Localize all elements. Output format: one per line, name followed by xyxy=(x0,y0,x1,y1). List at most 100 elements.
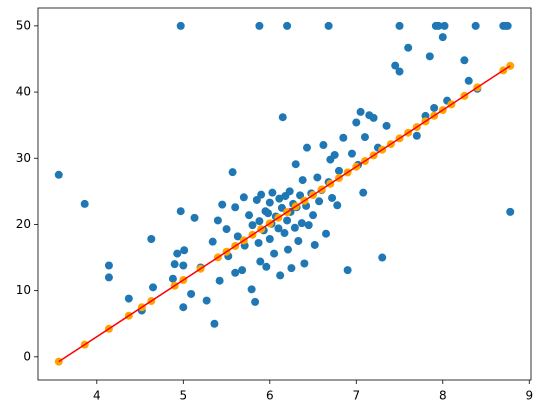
point xyxy=(352,118,361,127)
point xyxy=(438,33,447,42)
point xyxy=(149,283,158,292)
point xyxy=(265,235,274,244)
point xyxy=(202,296,211,305)
line xyxy=(58,65,511,363)
x-tick-label: 9 xyxy=(525,389,533,403)
point xyxy=(255,21,264,30)
point xyxy=(176,21,185,30)
point xyxy=(124,294,133,303)
point xyxy=(395,67,404,76)
point xyxy=(54,170,63,179)
point xyxy=(304,221,313,230)
point xyxy=(296,191,305,200)
point xyxy=(231,268,240,277)
point xyxy=(460,56,469,65)
point xyxy=(464,76,473,85)
point xyxy=(404,43,413,52)
point xyxy=(222,225,231,234)
point xyxy=(239,193,248,202)
point xyxy=(425,52,434,61)
x-tick-label: 4 xyxy=(93,389,101,403)
point xyxy=(270,249,279,258)
point xyxy=(213,216,222,225)
point xyxy=(471,21,480,30)
point xyxy=(168,274,177,283)
point xyxy=(356,107,365,116)
point xyxy=(294,236,303,245)
point xyxy=(391,61,400,70)
point xyxy=(278,113,287,122)
point xyxy=(315,197,324,206)
point xyxy=(297,219,306,228)
point xyxy=(275,194,284,203)
point xyxy=(302,143,311,152)
point xyxy=(339,133,348,142)
point xyxy=(218,200,227,209)
point xyxy=(440,21,449,30)
point xyxy=(369,113,378,122)
point xyxy=(359,188,368,197)
point xyxy=(395,21,404,30)
point xyxy=(421,111,430,120)
point xyxy=(378,253,387,262)
plot-area xyxy=(54,21,515,366)
point xyxy=(310,240,319,249)
point xyxy=(231,203,240,212)
point xyxy=(300,259,309,268)
point xyxy=(283,245,292,254)
point xyxy=(283,21,292,30)
point xyxy=(287,264,296,273)
point xyxy=(80,199,89,208)
point xyxy=(382,121,391,130)
point xyxy=(265,198,274,207)
point xyxy=(210,319,219,328)
x-tick-label: 7 xyxy=(352,389,360,403)
point xyxy=(330,150,339,159)
point xyxy=(208,237,217,246)
point xyxy=(313,173,322,182)
point xyxy=(215,276,224,285)
y-tick-label: 40 xyxy=(16,85,31,99)
point xyxy=(334,166,343,175)
point xyxy=(248,221,257,230)
x-tick-label: 5 xyxy=(179,389,187,403)
point xyxy=(322,229,331,238)
point xyxy=(285,187,294,196)
point xyxy=(343,266,352,275)
point xyxy=(104,261,113,270)
point xyxy=(506,207,515,216)
point xyxy=(264,209,273,218)
point xyxy=(257,190,266,199)
x-tick-label: 6 xyxy=(266,389,274,403)
point xyxy=(434,21,443,30)
point xyxy=(228,168,237,177)
point xyxy=(180,246,189,255)
point xyxy=(256,257,265,266)
point xyxy=(291,160,300,169)
point xyxy=(290,223,299,232)
point xyxy=(255,217,264,226)
y-tick-label: 30 xyxy=(16,151,31,165)
point xyxy=(176,207,185,216)
point xyxy=(238,266,247,275)
point xyxy=(233,232,242,241)
point xyxy=(283,216,292,225)
point xyxy=(254,238,263,247)
y-tick-label: 10 xyxy=(16,283,31,297)
point xyxy=(187,289,196,298)
point xyxy=(412,131,421,140)
point xyxy=(276,271,285,280)
point xyxy=(324,21,333,30)
point xyxy=(104,273,113,282)
point xyxy=(430,103,439,112)
point xyxy=(280,229,289,238)
point xyxy=(179,303,188,312)
point xyxy=(147,235,156,244)
point xyxy=(268,188,277,197)
point xyxy=(360,133,369,142)
point xyxy=(170,260,179,269)
x-tick-label: 8 xyxy=(439,389,447,403)
point xyxy=(173,249,182,258)
y-tick-label: 50 xyxy=(16,18,31,32)
